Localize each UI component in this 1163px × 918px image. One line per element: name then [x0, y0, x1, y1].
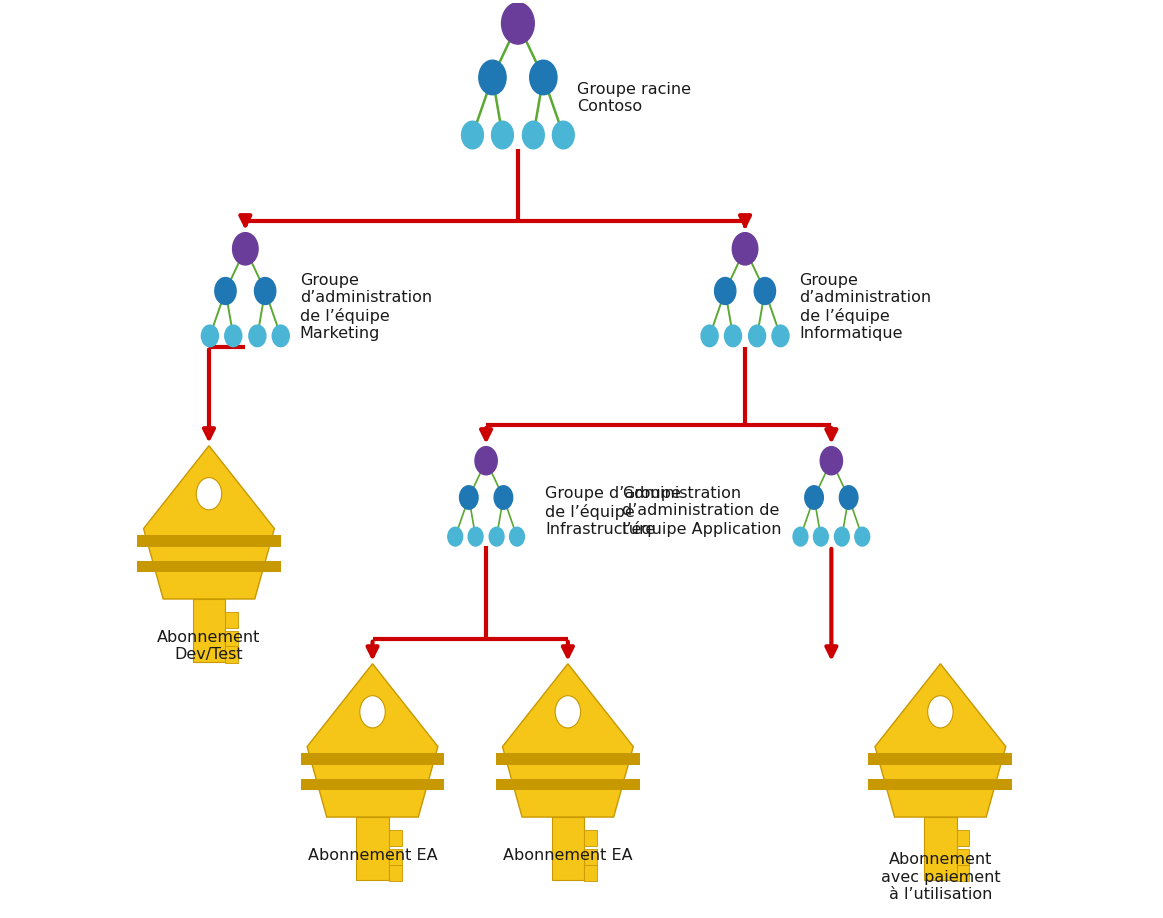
Bar — [584, 865, 597, 880]
Ellipse shape — [529, 61, 557, 95]
Bar — [226, 631, 238, 647]
Bar — [957, 849, 970, 865]
Bar — [495, 754, 640, 765]
Bar — [584, 830, 597, 845]
Bar — [226, 611, 238, 628]
Text: Groupe
d’administration de
l’équipe Application: Groupe d’administration de l’équipe Appl… — [622, 487, 782, 537]
Ellipse shape — [272, 325, 290, 347]
Polygon shape — [143, 445, 274, 599]
Bar — [226, 646, 238, 663]
Ellipse shape — [805, 486, 823, 509]
Bar — [137, 535, 281, 547]
Polygon shape — [307, 664, 438, 817]
Bar — [388, 830, 401, 845]
Ellipse shape — [855, 527, 870, 546]
Ellipse shape — [552, 121, 575, 149]
Ellipse shape — [522, 121, 544, 149]
Text: Abonnement EA: Abonnement EA — [504, 847, 633, 863]
Bar — [869, 778, 1012, 790]
Ellipse shape — [772, 325, 789, 347]
Bar — [551, 817, 584, 880]
Ellipse shape — [197, 477, 222, 509]
Bar — [300, 778, 444, 790]
Ellipse shape — [555, 696, 580, 728]
Text: Groupe racine
Contoso: Groupe racine Contoso — [577, 82, 691, 115]
Ellipse shape — [733, 232, 758, 265]
Bar — [957, 865, 970, 880]
Bar — [300, 754, 444, 765]
Ellipse shape — [840, 486, 858, 509]
Ellipse shape — [201, 325, 219, 347]
Ellipse shape — [462, 121, 484, 149]
Text: Groupe d’administration
de l’équipe
Infrastructure: Groupe d’administration de l’équipe Infr… — [545, 487, 741, 537]
Ellipse shape — [494, 486, 513, 509]
Ellipse shape — [701, 325, 718, 347]
Bar — [388, 849, 401, 865]
Ellipse shape — [755, 277, 776, 305]
Ellipse shape — [834, 527, 849, 546]
Ellipse shape — [224, 325, 242, 347]
Polygon shape — [502, 664, 634, 817]
Bar — [957, 830, 970, 845]
Ellipse shape — [501, 3, 534, 44]
Ellipse shape — [448, 527, 463, 546]
Ellipse shape — [492, 121, 513, 149]
Ellipse shape — [509, 527, 525, 546]
Bar — [584, 849, 597, 865]
Bar — [925, 817, 957, 880]
Ellipse shape — [459, 486, 478, 509]
Ellipse shape — [813, 527, 828, 546]
Ellipse shape — [233, 232, 258, 265]
Text: Abonnement EA: Abonnement EA — [308, 847, 437, 863]
Ellipse shape — [479, 61, 506, 95]
Ellipse shape — [469, 527, 483, 546]
Ellipse shape — [249, 325, 266, 347]
Ellipse shape — [725, 325, 742, 347]
Ellipse shape — [793, 527, 808, 546]
Ellipse shape — [475, 447, 498, 475]
Ellipse shape — [215, 277, 236, 305]
Text: Abonnement
avec paiement
à l’utilisation: Abonnement avec paiement à l’utilisation — [880, 852, 1000, 902]
Bar — [388, 865, 401, 880]
Bar — [356, 817, 388, 880]
Ellipse shape — [490, 527, 504, 546]
Text: Groupe
d’administration
de l’équipe
Informatique: Groupe d’administration de l’équipe Info… — [799, 273, 932, 341]
Text: Groupe
d’administration
de l’équipe
Marketing: Groupe d’administration de l’équipe Mark… — [300, 273, 431, 341]
Bar — [193, 599, 226, 662]
Polygon shape — [875, 664, 1006, 817]
Bar — [137, 561, 281, 572]
Ellipse shape — [820, 447, 842, 475]
Ellipse shape — [714, 277, 736, 305]
Bar — [495, 778, 640, 790]
Ellipse shape — [928, 696, 954, 728]
Ellipse shape — [749, 325, 765, 347]
Text: Abonnement
Dev/Test: Abonnement Dev/Test — [157, 630, 261, 662]
Bar — [869, 754, 1012, 765]
Ellipse shape — [359, 696, 385, 728]
Ellipse shape — [255, 277, 276, 305]
